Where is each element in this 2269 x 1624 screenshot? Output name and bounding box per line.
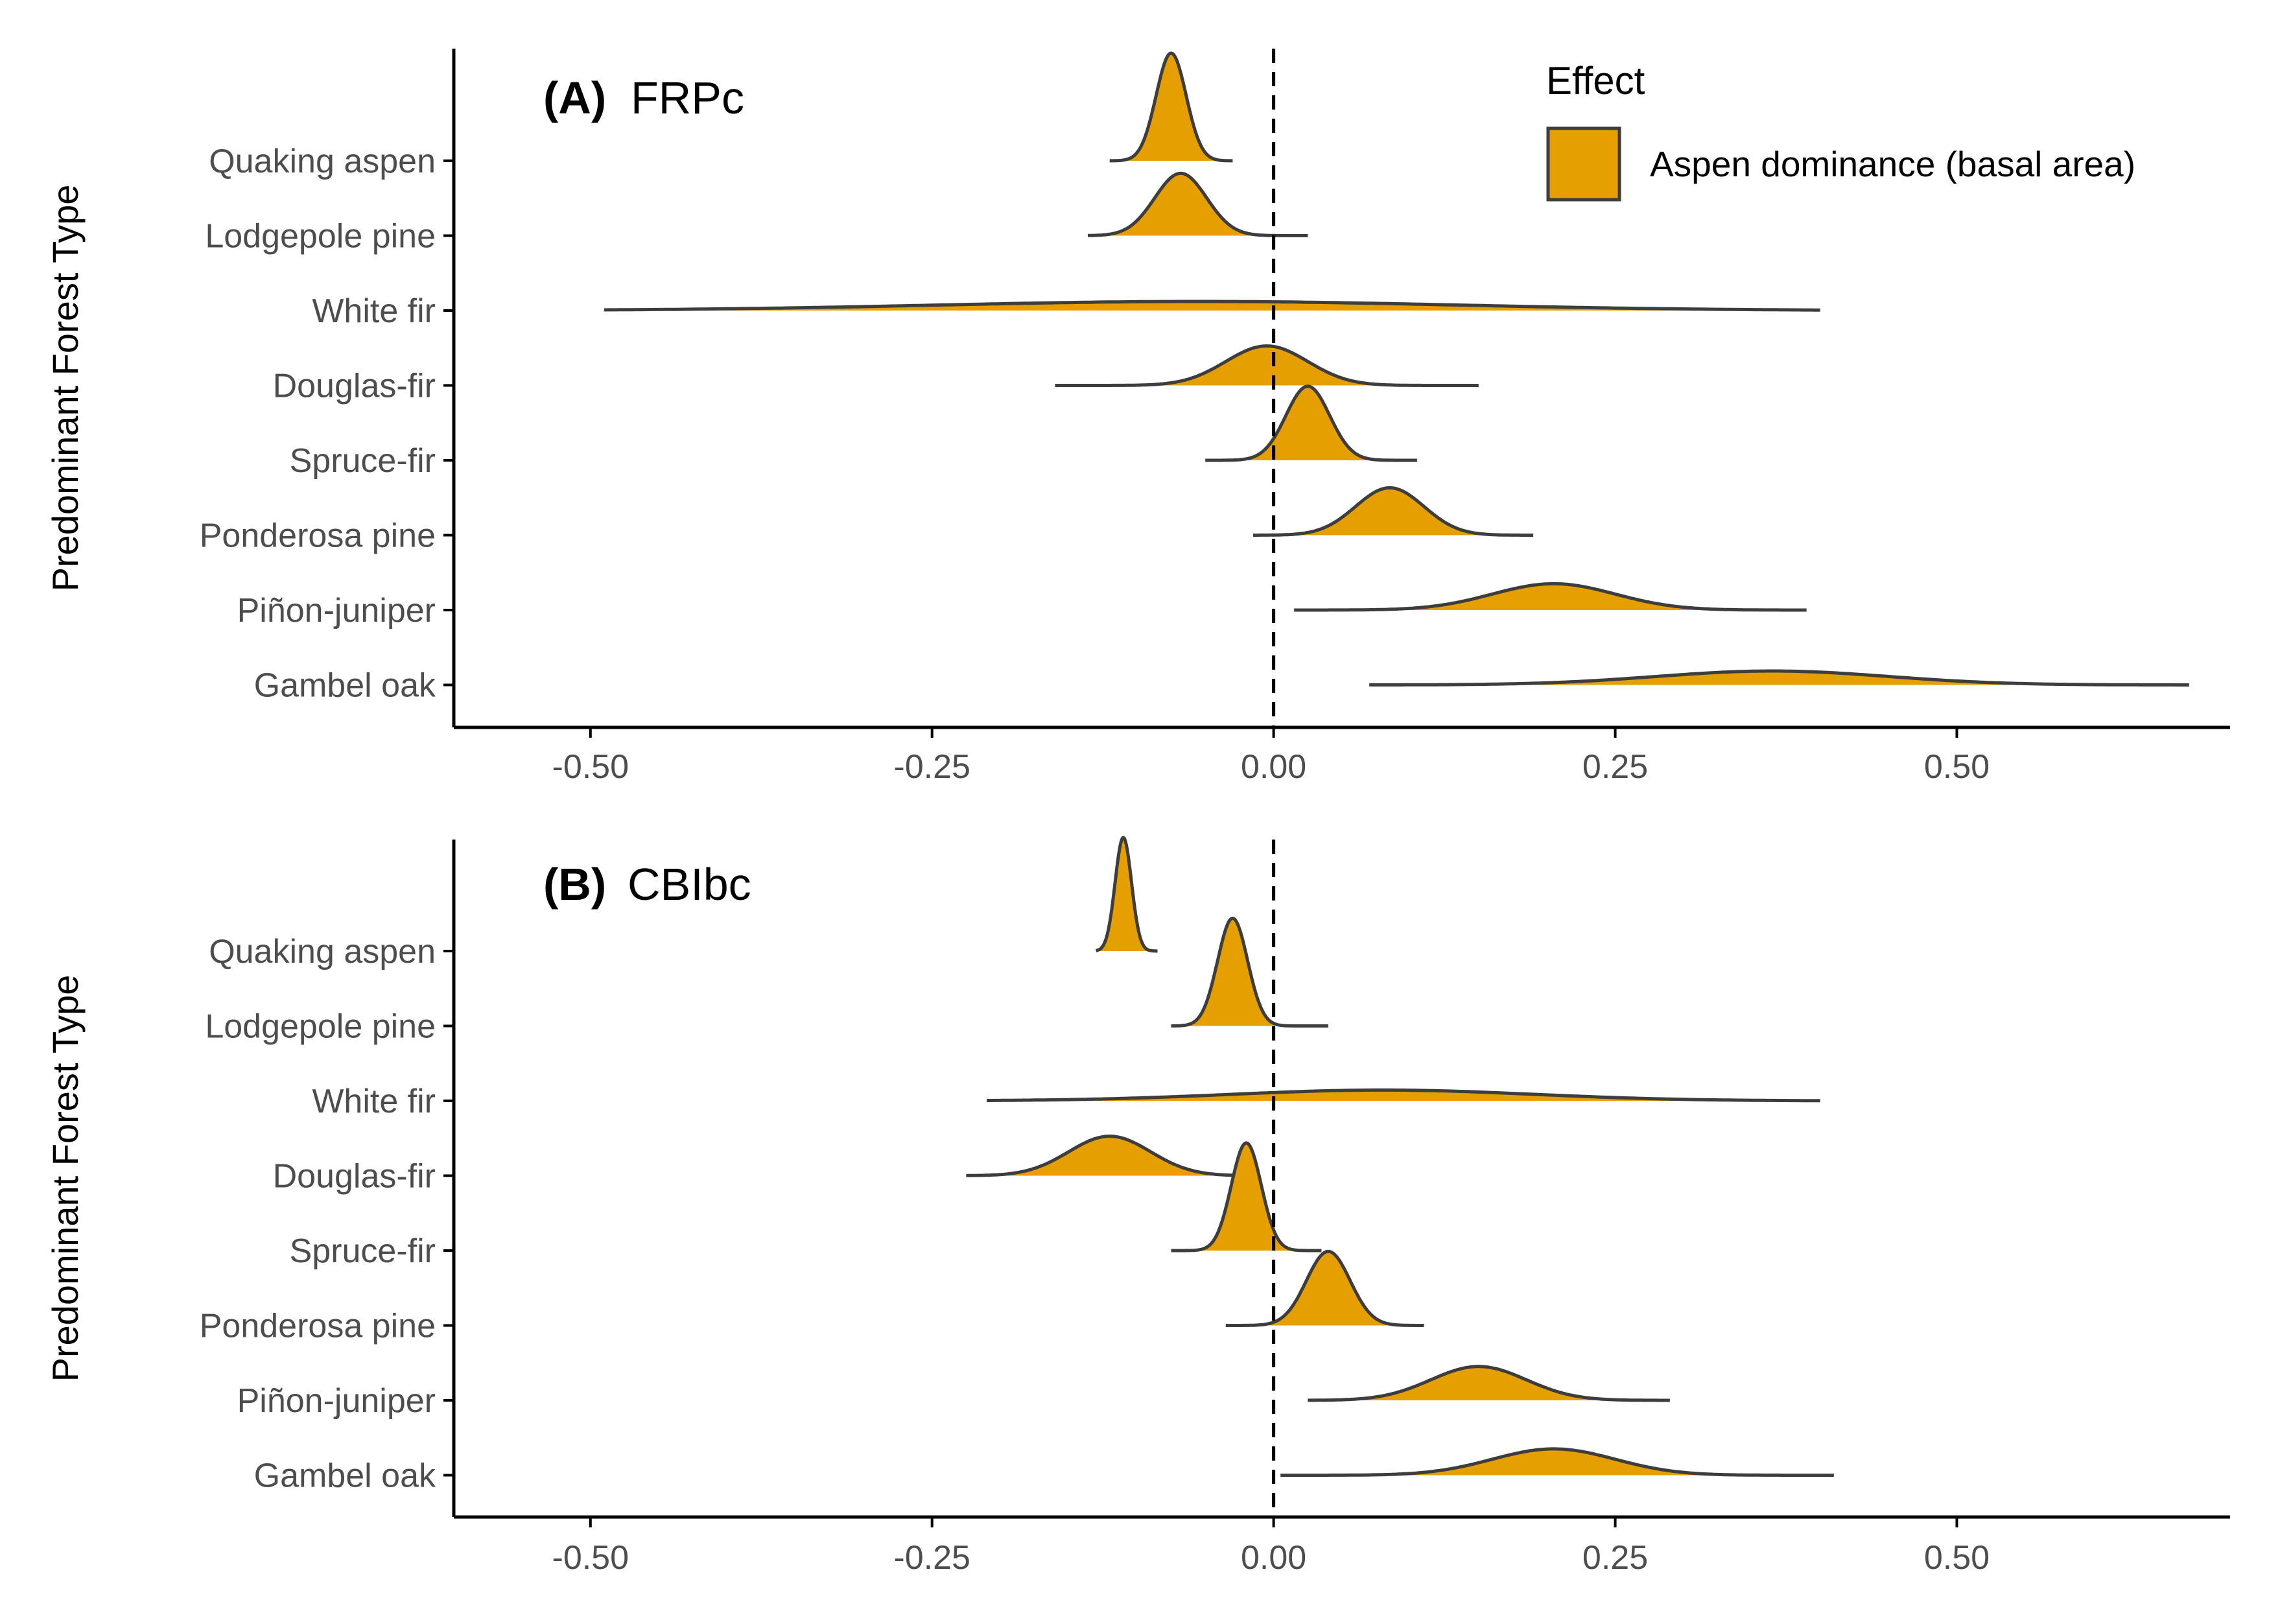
y-tick-label: White fir	[312, 1083, 436, 1120]
x-tick-label: 0.00	[1241, 1539, 1306, 1577]
x-tick-label: -0.50	[552, 1539, 629, 1577]
ridge-fill	[1205, 386, 1417, 460]
x-tick-label: -0.50	[552, 748, 629, 786]
panel-b: -0.50 -0.25 0.00 0.25 0.50 Quaking aspen Lodge…	[45, 836, 2230, 1577]
ridge-outline	[604, 300, 1820, 312]
ridge-outline	[1088, 171, 1308, 237]
y-tick-label: White fir	[312, 292, 436, 330]
ridge-fill	[1280, 1448, 1834, 1476]
legend: Effect Aspen dominance (basal area)	[1546, 59, 2135, 202]
ridge-outline	[987, 1088, 1820, 1103]
ridge-pi-on-juniper	[1294, 582, 1807, 612]
legend-title: Effect	[1546, 59, 1645, 102]
y-tick-label: Ponderosa pine	[200, 517, 436, 555]
ridge-fill	[1308, 1366, 1670, 1400]
x-tick-label: -0.25	[893, 748, 970, 786]
ridge-gambel-oak	[1280, 1447, 1834, 1477]
ridge-fill	[1369, 671, 2189, 685]
panel-tag: (A)	[543, 73, 606, 123]
x-tick-label: 0.50	[1924, 1539, 1990, 1577]
x-tick-label: 0.25	[1582, 1539, 1648, 1577]
y-tick-label: Quaking aspen	[209, 143, 436, 180]
ridge-outline	[1205, 384, 1417, 462]
ridge-fill	[1096, 838, 1158, 951]
ridge-quaking-aspen	[1095, 836, 1158, 953]
ridge-fill	[1109, 53, 1233, 161]
y-tick-label: Spruce-fir	[290, 442, 436, 480]
y-tick-label: Piñon-juniper	[237, 592, 436, 630]
legend-label: Aspen dominance (basal area)	[1650, 144, 2135, 184]
y-tick-label: Quaking aspen	[209, 933, 436, 971]
x-tick-label: 0.25	[1582, 748, 1648, 786]
ridge-ponderosa-pine	[1253, 486, 1534, 537]
ridge-douglas-fir	[966, 1135, 1260, 1177]
ridge-ponderosa-pine	[1225, 1249, 1424, 1327]
y-tick-label: Spruce-fir	[290, 1232, 436, 1270]
ridge-fill	[604, 301, 1820, 311]
legend-swatch	[1546, 126, 1621, 202]
ridge-fill	[1171, 1142, 1322, 1251]
y-axis-title: Predominant Forest Type	[45, 975, 86, 1382]
ridge-outline	[1280, 1447, 1834, 1477]
y-tick-label: Lodgepole pine	[205, 218, 436, 255]
ridge-fill	[966, 1136, 1260, 1176]
ridge-fill	[1253, 488, 1534, 535]
ridge-outline	[1369, 669, 2189, 687]
ridge-outline	[1225, 1249, 1424, 1327]
ridge-quaking-aspen	[1109, 51, 1233, 163]
y-axis-title: Predominant Forest Type	[45, 185, 86, 592]
ridge-spruce-fir	[1205, 384, 1417, 462]
y-tick-label: Gambel oak	[254, 667, 436, 705]
ridge-outline	[966, 1135, 1260, 1177]
y-tick-label: Douglas-fir	[273, 368, 436, 405]
panel-title: FRPc	[631, 73, 744, 123]
ridge-spruce-fir	[1171, 1141, 1322, 1253]
ridge-fill	[1294, 583, 1807, 610]
ridge-outline	[1171, 916, 1328, 1028]
ridge-outline	[1308, 1365, 1670, 1402]
y-tick-label: Ponderosa pine	[200, 1308, 436, 1345]
ridge-lodgepole-pine	[1088, 171, 1308, 237]
ridge-outline	[1253, 486, 1534, 537]
ridge-outline	[1171, 1141, 1322, 1253]
x-tick-label: 0.50	[1924, 748, 1990, 786]
y-tick-label: Gambel oak	[254, 1457, 436, 1495]
ridge-white-fir	[604, 300, 1820, 312]
ridge-fill	[1055, 346, 1479, 386]
ridge-fill	[1225, 1251, 1424, 1326]
panel-a: -0.50 -0.25 0.00 0.25 0.50 Quaking aspen Lodge…	[45, 49, 2230, 786]
ridge-pi-on-juniper	[1308, 1365, 1670, 1402]
ridge-white-fir	[987, 1088, 1820, 1103]
x-tick-label: -0.25	[893, 1539, 970, 1577]
y-tick-label: Piñon-juniper	[237, 1382, 436, 1420]
ridge-outline	[1109, 51, 1233, 163]
ridge-gambel-oak	[1369, 669, 2189, 687]
panel-tag: (B)	[543, 859, 606, 910]
panel-title: CBIbc	[628, 859, 751, 910]
y-tick-label: Douglas-fir	[273, 1158, 436, 1195]
y-tick-label: Lodgepole pine	[205, 1008, 436, 1046]
ridge-lodgepole-pine	[1171, 916, 1328, 1028]
ridge-outline	[1294, 582, 1807, 612]
x-tick-label: 0.00	[1241, 748, 1306, 786]
ridge-outline	[1055, 344, 1479, 387]
ridge-fill	[1088, 173, 1308, 236]
ridge-outline	[1095, 836, 1158, 953]
ridge-douglas-fir	[1055, 344, 1479, 387]
